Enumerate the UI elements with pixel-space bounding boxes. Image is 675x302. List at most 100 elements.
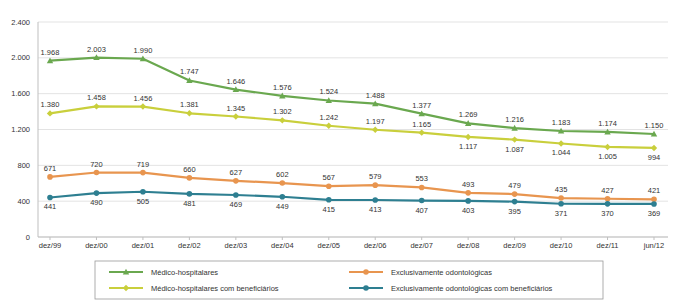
data-label: 2.003 bbox=[87, 45, 106, 54]
data-label: 1.242 bbox=[319, 113, 338, 122]
x-tick-label: jun/12 bbox=[643, 241, 664, 250]
data-point bbox=[651, 201, 657, 207]
data-label: 627 bbox=[230, 168, 243, 177]
data-label: 1.456 bbox=[134, 94, 153, 103]
legend-marker bbox=[123, 285, 129, 291]
data-label: 1.345 bbox=[226, 104, 245, 113]
data-point bbox=[279, 93, 285, 99]
x-tick-label: dez/99 bbox=[39, 241, 62, 250]
data-point bbox=[512, 191, 518, 197]
grid bbox=[38, 22, 668, 237]
data-label: 427 bbox=[601, 186, 614, 195]
data-label: 415 bbox=[323, 205, 336, 214]
data-point bbox=[558, 201, 564, 207]
grid-line bbox=[38, 165, 668, 166]
data-point bbox=[280, 194, 286, 200]
y-tick-label: 1.600 bbox=[11, 89, 30, 98]
data-label: 1.302 bbox=[273, 107, 292, 116]
data-point bbox=[47, 58, 53, 64]
chart: 04008001.2001.6002.0002.400dez/99dez/00d… bbox=[0, 0, 675, 302]
legend-label: Exclusivamente odontológicas com benefic… bbox=[391, 284, 553, 293]
data-point bbox=[605, 196, 611, 202]
data-label: 1.990 bbox=[134, 46, 153, 55]
data-point bbox=[93, 54, 99, 60]
data-point bbox=[187, 175, 193, 181]
data-point bbox=[93, 103, 99, 109]
data-label: 1.968 bbox=[41, 48, 60, 57]
data-label: 407 bbox=[415, 206, 428, 215]
data-label: 413 bbox=[369, 205, 382, 214]
data-point bbox=[279, 117, 285, 123]
data-point bbox=[465, 134, 471, 140]
data-label: 553 bbox=[415, 174, 428, 183]
data-label: 671 bbox=[44, 164, 57, 173]
data-point bbox=[465, 190, 471, 196]
x-tick bbox=[607, 237, 608, 240]
x-tick-label: dez/07 bbox=[410, 241, 433, 250]
data-label: 493 bbox=[462, 180, 475, 189]
data-point bbox=[233, 113, 239, 119]
data-point bbox=[558, 128, 564, 134]
data-label: 1.216 bbox=[505, 115, 524, 124]
x-tick bbox=[561, 237, 562, 240]
x-tick-label: dez/04 bbox=[271, 241, 294, 250]
data-point bbox=[558, 140, 564, 146]
data-point bbox=[372, 182, 378, 188]
x-tick-label: dez/11 bbox=[597, 241, 619, 250]
data-label: 505 bbox=[137, 197, 150, 206]
y-axis bbox=[38, 22, 39, 237]
data-point bbox=[419, 185, 425, 191]
x-tick-label: dez/01 bbox=[132, 241, 155, 250]
data-point bbox=[605, 201, 611, 207]
data-labels: 1.9682.0031.9901.7471.6461.5761.5241.488… bbox=[41, 45, 664, 218]
data-label: 579 bbox=[369, 172, 382, 181]
legend-label: Exclusivamente odontológicas bbox=[391, 268, 492, 277]
x-tick bbox=[654, 237, 655, 240]
x-tick-label: dez/05 bbox=[318, 241, 341, 250]
data-label: 481 bbox=[183, 199, 196, 208]
data-point bbox=[418, 110, 424, 116]
data-label: 720 bbox=[90, 160, 103, 169]
legend-box bbox=[95, 261, 603, 299]
data-label: 1.458 bbox=[87, 93, 106, 102]
data-point bbox=[47, 174, 53, 180]
data-point bbox=[512, 199, 518, 205]
data-point bbox=[326, 97, 332, 103]
legend-marker bbox=[123, 269, 129, 275]
x-tick bbox=[328, 237, 329, 240]
data-label: 441 bbox=[44, 202, 57, 211]
data-point bbox=[186, 77, 192, 83]
legend-marker bbox=[363, 269, 369, 275]
data-label: 1.117 bbox=[459, 142, 477, 151]
x-tick-label: dez/06 bbox=[364, 241, 387, 250]
x-tick bbox=[514, 237, 515, 240]
data-label: 1.183 bbox=[552, 118, 571, 127]
data-label: 1.576 bbox=[273, 83, 292, 92]
x-tick bbox=[142, 237, 143, 240]
data-point bbox=[187, 191, 193, 197]
y-tick-label: 400 bbox=[17, 197, 30, 206]
data-label: 1.174 bbox=[598, 119, 617, 128]
data-point bbox=[280, 180, 286, 186]
grid-line bbox=[38, 237, 668, 238]
data-point bbox=[233, 178, 239, 184]
data-point bbox=[140, 103, 146, 109]
legend-label: Médico-hospitalares com beneficiários bbox=[151, 284, 279, 293]
data-label: 1.269 bbox=[459, 110, 478, 119]
data-label: 1.381 bbox=[180, 100, 199, 109]
data-label: 479 bbox=[508, 181, 521, 190]
data-point bbox=[140, 189, 146, 195]
data-point bbox=[558, 195, 564, 201]
data-point bbox=[186, 110, 192, 116]
data-point bbox=[511, 125, 517, 131]
data-point bbox=[94, 190, 100, 196]
data-label: 395 bbox=[508, 207, 521, 216]
data-point bbox=[511, 136, 517, 142]
data-label: 660 bbox=[183, 165, 196, 174]
data-point bbox=[326, 197, 332, 203]
data-point bbox=[651, 145, 657, 151]
x-tick-label: dez/09 bbox=[503, 241, 526, 250]
data-label: 1.150 bbox=[645, 121, 664, 130]
x-tick bbox=[421, 237, 422, 240]
data-label: 469 bbox=[230, 200, 243, 209]
